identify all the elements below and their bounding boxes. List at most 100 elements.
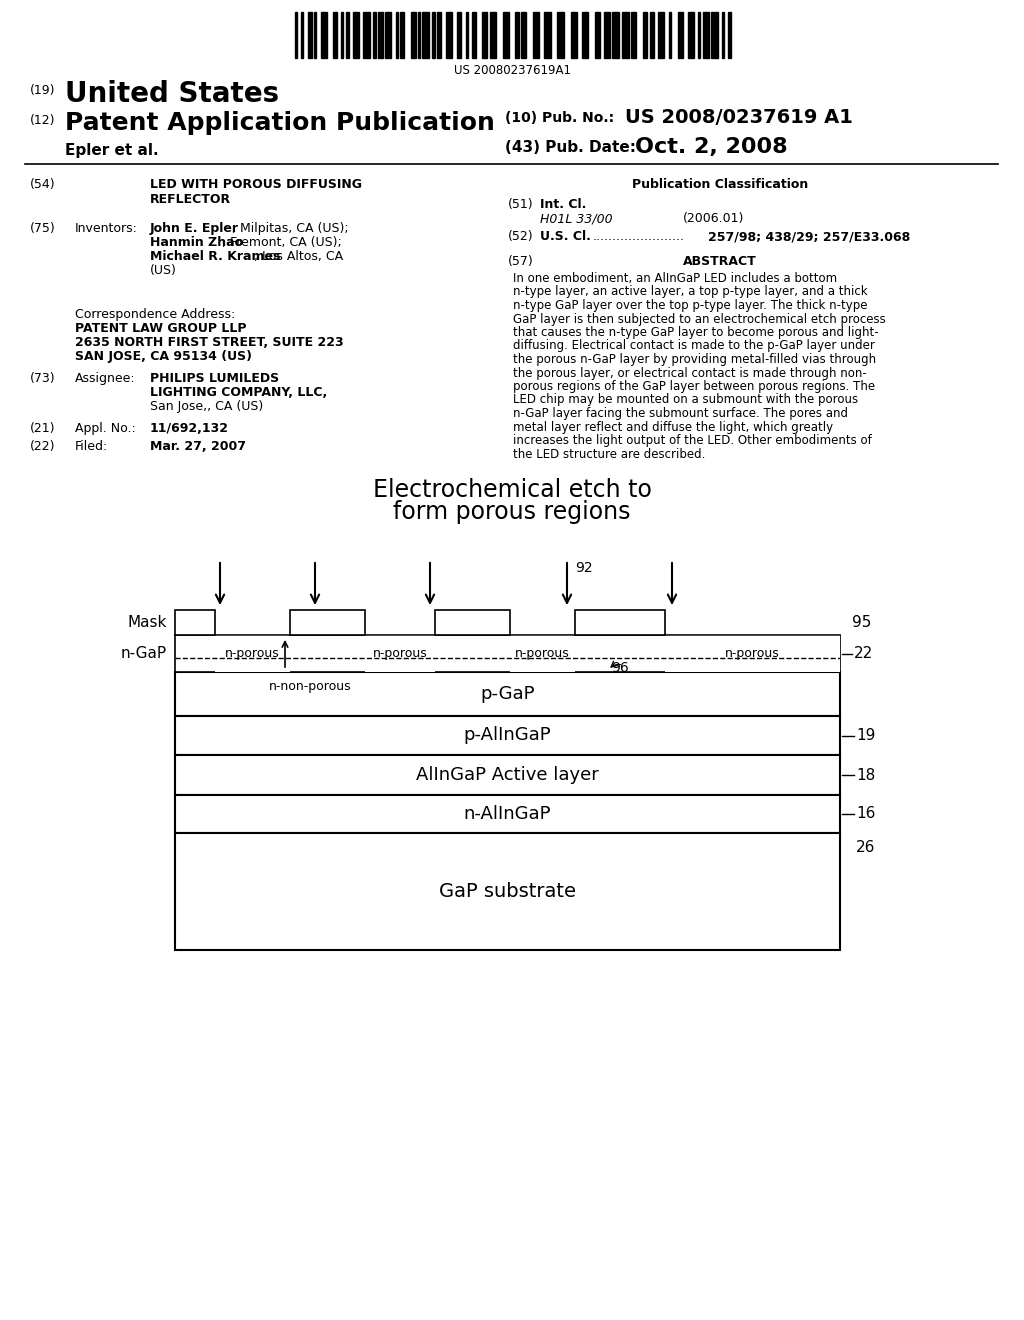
Text: 92: 92 [575,561,593,576]
Bar [437,12,441,58]
Text: n-porous: n-porous [515,647,569,660]
Bar [688,12,694,58]
Text: 2635 NORTH FIRST STREET, SUITE 223: 2635 NORTH FIRST STREET, SUITE 223 [75,337,344,348]
Text: Epler et al.: Epler et al. [65,143,159,158]
Text: n-AlInGaP: n-AlInGaP [464,805,551,822]
Text: LED chip may be mounted on a submount with the porous: LED chip may be mounted on a submount wi… [513,393,858,407]
Text: 96: 96 [611,661,629,675]
Text: Patent Application Publication: Patent Application Publication [65,111,495,135]
Text: In one embodiment, an AlInGaP LED includes a bottom: In one embodiment, an AlInGaP LED includ… [513,272,838,285]
Text: (54): (54) [30,178,55,191]
Text: LED WITH POROUS DIFFUSING: LED WITH POROUS DIFFUSING [150,178,362,191]
Text: that causes the n-type GaP layer to become porous and light-: that causes the n-type GaP layer to beco… [513,326,879,339]
Bar [482,12,487,58]
Text: 18: 18 [856,767,876,783]
Bar [510,635,575,672]
Text: Int. Cl.: Int. Cl. [540,198,587,211]
Text: (10) Pub. No.:: (10) Pub. No.: [505,111,614,125]
Text: PATENT LAW GROUP LLP: PATENT LAW GROUP LLP [75,322,247,335]
Bar [396,12,398,58]
Bar [353,12,359,58]
Bar [435,610,510,635]
Bar [472,12,476,58]
Bar [534,12,539,58]
Text: Filed:: Filed: [75,440,109,453]
Text: (12): (12) [30,114,55,127]
Bar [521,12,526,58]
Bar [658,12,664,58]
Text: U.S. Cl.: U.S. Cl. [540,230,591,243]
Bar [571,12,577,58]
Bar [175,795,840,833]
Text: p-GaP: p-GaP [480,685,535,704]
Text: 26: 26 [856,841,876,855]
Text: SAN JOSE, CA 95134 (US): SAN JOSE, CA 95134 (US) [75,350,252,363]
Bar [411,12,416,58]
Bar [346,12,349,58]
Bar [650,12,654,58]
Bar [308,12,312,58]
Text: (73): (73) [30,372,55,385]
Text: n-porous: n-porous [725,647,779,660]
Text: H01L 33/00: H01L 33/00 [540,213,612,224]
Text: the porous layer, or electrical contact is made through non-: the porous layer, or electrical contact … [513,367,866,380]
Bar [422,12,429,58]
Text: John E. Epler: John E. Epler [150,222,239,235]
Bar [333,12,337,58]
Bar [341,12,343,58]
Bar [175,610,215,635]
Text: metal layer reflect and diffuse the light, which greatly: metal layer reflect and diffuse the ligh… [513,421,834,433]
Text: Michael R. Krames: Michael R. Krames [150,249,281,263]
Text: Publication Classification: Publication Classification [632,178,808,191]
Bar [457,12,461,58]
Text: LIGHTING COMPANY, LLC,: LIGHTING COMPANY, LLC, [150,385,328,399]
Text: n-porous: n-porous [373,647,427,660]
Text: porous regions of the GaP layer between porous regions. The: porous regions of the GaP layer between … [513,380,876,393]
Text: Appl. No.:: Appl. No.: [75,422,136,436]
Bar [722,12,724,58]
Bar [295,12,297,58]
Bar [544,12,551,58]
Text: (2006.01): (2006.01) [683,213,744,224]
Text: diffusing. Electrical contact is made to the p-GaP layer under: diffusing. Electrical contact is made to… [513,339,874,352]
Text: US 2008/0237619 A1: US 2008/0237619 A1 [625,108,853,127]
Bar [490,12,496,58]
Text: (22): (22) [30,440,55,453]
Bar [622,12,629,58]
Bar [215,635,290,672]
Text: (US): (US) [150,264,177,277]
Text: p-AlInGaP: p-AlInGaP [464,726,551,744]
Text: 257/98; 438/29; 257/E33.068: 257/98; 438/29; 257/E33.068 [708,230,910,243]
Bar [557,12,564,58]
Text: 22: 22 [854,645,873,661]
Text: US 20080237619A1: US 20080237619A1 [454,63,570,77]
Text: GaP layer is then subjected to an electrochemical etch process: GaP layer is then subjected to an electr… [513,313,886,326]
Text: the porous n-GaP layer by providing metal-filled vias through: the porous n-GaP layer by providing meta… [513,352,877,366]
Bar [290,610,365,635]
Bar [446,12,452,58]
Bar [321,12,327,58]
Text: PHILIPS LUMILEDS: PHILIPS LUMILEDS [150,372,280,385]
Bar [503,12,509,58]
Text: , Milpitas, CA (US);: , Milpitas, CA (US); [232,222,348,235]
Bar [595,12,600,58]
Text: .......................: ....................... [593,230,685,243]
Text: (43) Pub. Date:: (43) Pub. Date: [505,140,636,154]
Bar [432,12,435,58]
Bar [631,12,636,58]
Bar [604,12,610,58]
Bar [665,635,840,672]
Text: Hanmin Zhao: Hanmin Zhao [150,236,243,249]
Text: , Fremont, CA (US);: , Fremont, CA (US); [222,236,342,249]
Text: (52): (52) [508,230,534,243]
Text: 16: 16 [856,807,876,821]
Bar [175,755,840,795]
Text: n-type GaP layer over the top p-type layer. The thick n-type: n-type GaP layer over the top p-type lay… [513,300,867,312]
Text: Inventors:: Inventors: [75,222,138,235]
Text: (19): (19) [30,84,55,96]
Bar [728,12,731,58]
Bar [362,12,370,58]
Bar [365,635,435,672]
Text: Oct. 2, 2008: Oct. 2, 2008 [635,137,787,157]
Text: REFLECTOR: REFLECTOR [150,193,231,206]
